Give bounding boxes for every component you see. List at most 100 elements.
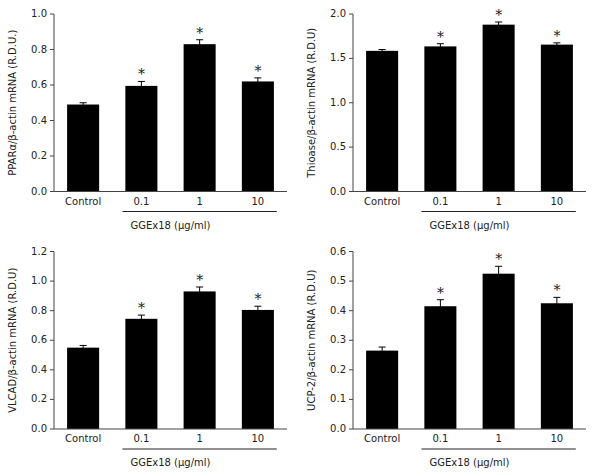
y-axis-label: PPARα/β-actin mRNA (R.D.U.) bbox=[7, 30, 18, 176]
significance-marker: * bbox=[254, 63, 261, 79]
significance-marker: * bbox=[138, 300, 145, 316]
y-tick-label: 0.0 bbox=[330, 186, 346, 197]
bar bbox=[125, 319, 157, 429]
bar bbox=[366, 51, 398, 192]
y-tick-label: 0.3 bbox=[330, 334, 346, 345]
error-bar-stem bbox=[141, 315, 142, 322]
y-axis-ticks: 0.00.20.40.60.81.01.2 bbox=[31, 246, 54, 435]
y-tick bbox=[50, 340, 54, 341]
error-bar-cap bbox=[138, 90, 145, 91]
error-bar bbox=[80, 345, 87, 349]
error-bar-cap bbox=[495, 27, 502, 28]
x-tick-label: 1 bbox=[196, 196, 202, 207]
y-tick bbox=[50, 156, 54, 157]
x-axis-line bbox=[353, 191, 586, 192]
error-bar bbox=[138, 81, 145, 90]
bar bbox=[125, 86, 157, 192]
error-bar-cap bbox=[80, 106, 87, 107]
y-axis-label: Thioase/β-actin mRNA (R.D.U) bbox=[306, 28, 317, 179]
error-bar-cap bbox=[379, 52, 386, 53]
y-tick-label: 1.2 bbox=[31, 246, 47, 257]
x-tick-label: 1 bbox=[495, 433, 501, 444]
bar bbox=[424, 46, 456, 191]
y-tick bbox=[50, 399, 54, 400]
x-tick-label: 1 bbox=[196, 433, 202, 444]
error-bar-stem bbox=[83, 345, 84, 349]
error-bar bbox=[553, 297, 560, 309]
bar bbox=[184, 291, 216, 429]
error-bar-stem bbox=[83, 103, 84, 107]
bar bbox=[366, 351, 398, 429]
y-tick-label: 0.6 bbox=[330, 246, 346, 257]
error-bar-cap bbox=[254, 313, 261, 314]
bar bbox=[483, 25, 515, 192]
error-bar-stem bbox=[498, 266, 499, 281]
plot-area bbox=[67, 40, 274, 192]
bar bbox=[541, 45, 573, 192]
error-bar bbox=[196, 287, 203, 296]
significance-marker: * bbox=[196, 272, 203, 288]
error-bar bbox=[196, 40, 203, 49]
y-tick-label: 0.4 bbox=[31, 115, 47, 126]
y-tick bbox=[349, 310, 353, 311]
error-bar-cap bbox=[80, 345, 87, 346]
bar bbox=[242, 81, 274, 191]
error-bar-stem bbox=[199, 287, 200, 296]
x-axis-ticks: Control0.1110 bbox=[65, 196, 264, 207]
y-tick-label: 0.6 bbox=[31, 334, 47, 345]
significance-marker: * bbox=[196, 25, 203, 41]
error-bar-cap bbox=[196, 48, 203, 49]
y-tick bbox=[349, 191, 353, 192]
y-tick bbox=[50, 191, 54, 192]
y-tick bbox=[50, 310, 54, 311]
y-tick bbox=[50, 120, 54, 121]
error-bar-cap bbox=[437, 312, 444, 313]
x-tick-label: 0.1 bbox=[133, 196, 149, 207]
error-bar-stem bbox=[199, 40, 200, 49]
bar bbox=[424, 306, 456, 429]
x-tick-label: Control bbox=[65, 196, 101, 207]
bar bbox=[242, 310, 274, 429]
panel: 0.00.20.40.60.81.01.2Control0.1110***GGE… bbox=[7, 246, 287, 469]
error-bar-cap bbox=[379, 347, 386, 348]
significance-marker: * bbox=[437, 29, 444, 45]
y-axis-line bbox=[353, 252, 354, 430]
x-tick-label: 10 bbox=[551, 196, 564, 207]
y-tick-label: 0.6 bbox=[31, 79, 47, 90]
error-bar-cap bbox=[80, 349, 87, 350]
x-tick-label: 10 bbox=[551, 433, 564, 444]
y-tick bbox=[349, 58, 353, 59]
error-bar-cap bbox=[196, 295, 203, 296]
x-tick-label: Control bbox=[65, 433, 101, 444]
y-tick-label: 0.5 bbox=[330, 275, 346, 286]
error-bar-cap bbox=[254, 85, 261, 86]
error-bar-cap bbox=[553, 309, 560, 310]
y-axis-ticks: 0.00.10.20.30.40.50.6 bbox=[330, 246, 353, 435]
significance-marker: * bbox=[495, 251, 502, 267]
y-tick bbox=[50, 369, 54, 370]
y-axis-line bbox=[54, 252, 55, 430]
error-bar-stem bbox=[257, 306, 258, 313]
y-tick-label: 1.5 bbox=[330, 52, 346, 63]
y-tick-label: 0.5 bbox=[330, 141, 346, 152]
group-underline bbox=[421, 449, 575, 450]
group-underline bbox=[122, 449, 276, 450]
x-axis-label: GGEx18 (μg/ml) bbox=[130, 457, 210, 468]
error-bar bbox=[80, 103, 87, 107]
y-tick bbox=[50, 85, 54, 86]
significance-marker: * bbox=[138, 66, 145, 82]
y-tick bbox=[349, 340, 353, 341]
y-tick-label: 0.1 bbox=[330, 393, 346, 404]
figure: 0.00.20.40.60.81.0Control0.1110***GGEx18… bbox=[0, 0, 598, 475]
error-bar-cap bbox=[553, 46, 560, 47]
bar bbox=[184, 44, 216, 191]
y-tick-label: 0.8 bbox=[31, 305, 47, 316]
error-bar-cap bbox=[138, 322, 145, 323]
plot-area bbox=[366, 266, 573, 429]
plot-area bbox=[366, 22, 573, 192]
group-underline bbox=[421, 211, 575, 212]
x-axis-line bbox=[54, 429, 287, 430]
y-tick-label: 1.0 bbox=[31, 275, 47, 286]
error-bar-stem bbox=[440, 300, 441, 313]
y-tick-label: 2.0 bbox=[330, 8, 346, 19]
